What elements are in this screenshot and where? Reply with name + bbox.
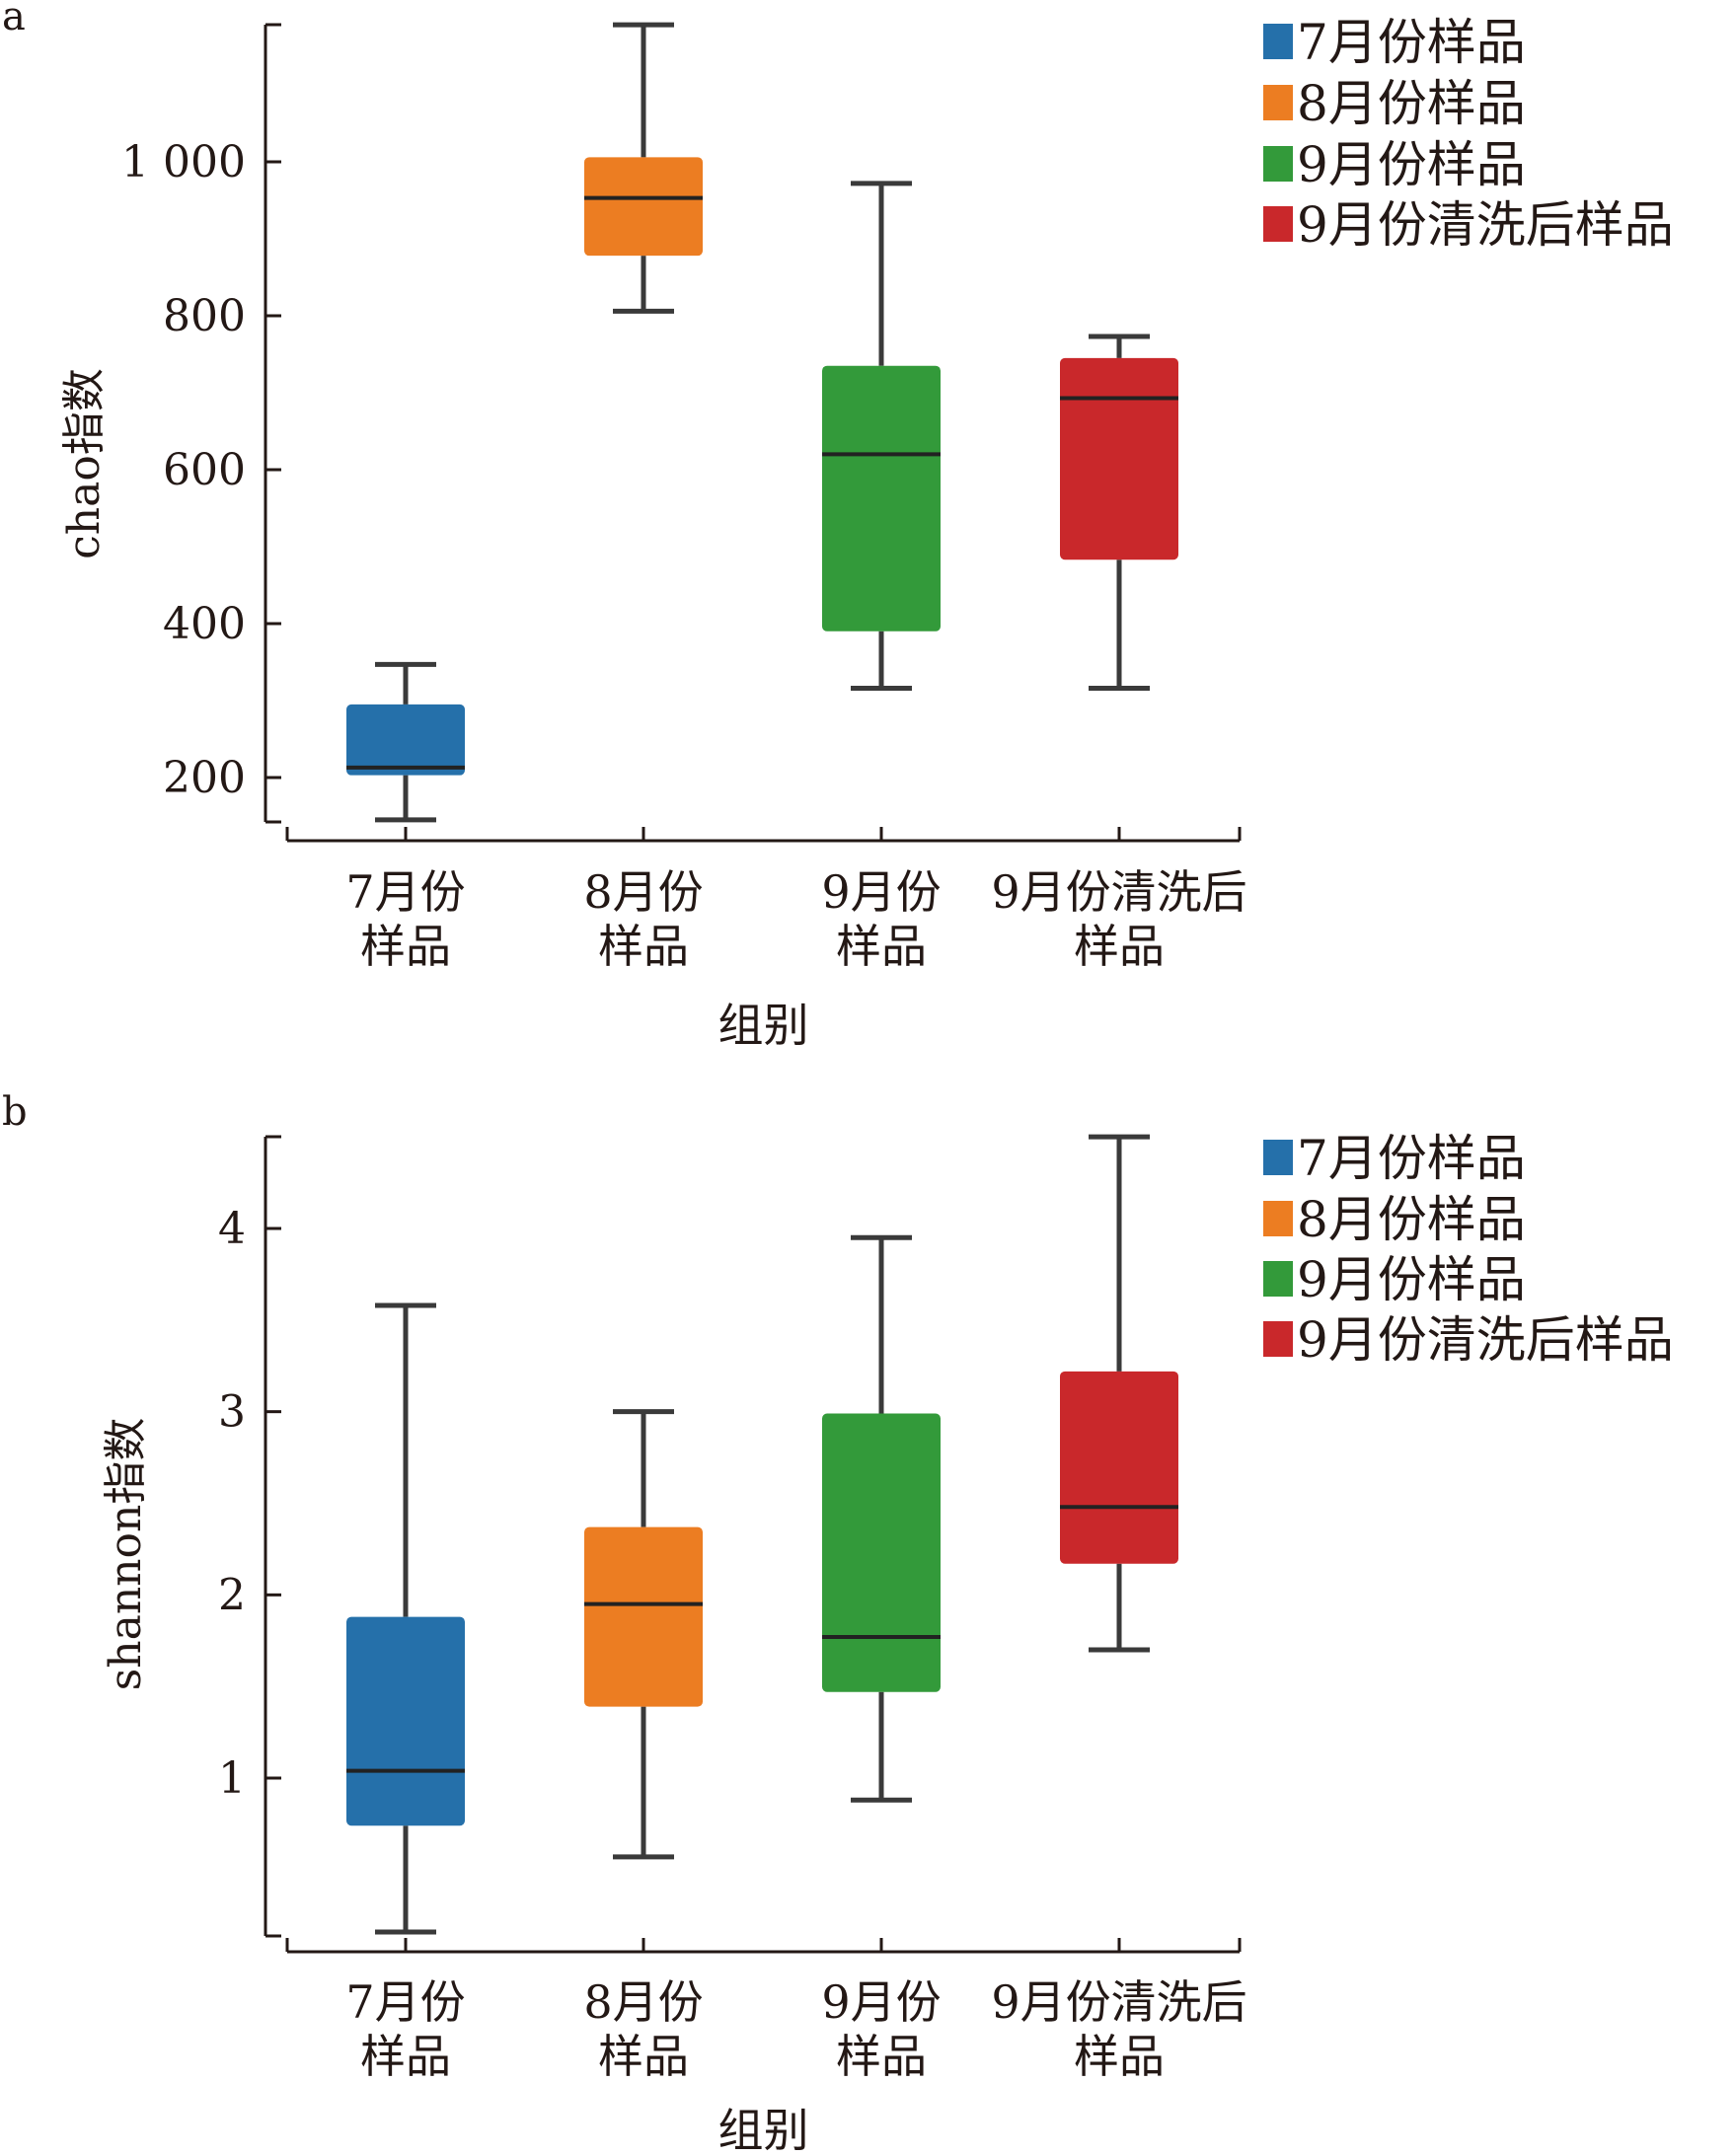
box-plot-3 [822,1234,941,1803]
legend-swatch [1263,206,1293,242]
legend-swatch [1263,24,1293,59]
box-plots [346,22,1178,823]
x-tick-label: 样品 [836,920,927,973]
panel-label: b [2,1089,28,1135]
box-plot-1 [346,661,465,823]
x-tick-label: 8月份 [583,1975,703,2029]
y-tick-label: 4 [218,1204,246,1254]
x-tick-label: 样品 [836,2030,927,2083]
legend-label: 9月份样品 [1297,1251,1526,1308]
y-tick-label: 400 [163,599,246,649]
box-plot-2 [584,1409,703,1860]
y-tick-label: 3 [218,1387,246,1438]
legend-label: 8月份样品 [1297,75,1526,132]
x-tick-label: 样品 [360,920,451,973]
legend-swatch [1263,85,1293,120]
x-axis-label: 组别 [718,999,809,1052]
y-tick-label: 2 [218,1570,246,1620]
box [822,1413,941,1692]
box-plot-3 [822,181,941,692]
legend-label: 7月份样品 [1297,14,1526,71]
y-axis-label: chao指数 [59,368,110,559]
legend-label: 9月份样品 [1297,136,1526,193]
box-plot-1 [346,1302,465,1935]
box [822,365,941,632]
legend-item: 8月份样品 [1263,1191,1526,1248]
box [1060,357,1178,560]
legend-label: 8月份样品 [1297,1191,1526,1248]
box-plot-4 [1060,1134,1178,1653]
x-tick-label: 样品 [1074,2030,1165,2083]
y-tick-label: 800 [163,291,246,341]
y-axis-label: shannon指数 [101,1418,151,1691]
y-tick-label: 200 [163,753,246,803]
legend-item: 8月份样品 [1263,75,1526,132]
x-tick-label: 样品 [360,2030,451,2083]
y-tick-label: 1 [218,1753,246,1804]
x-tick-label: 8月份 [583,865,703,919]
legend-item: 9月份样品 [1263,136,1526,193]
x-tick-label: 9月份清洗后 [991,1975,1246,2029]
legend-swatch [1263,1201,1293,1236]
legend-swatch [1263,146,1293,182]
box [584,157,703,257]
y-tick-label: 1 000 [121,137,246,187]
panel-label: a [2,0,26,39]
y-axis: 1 2 3 4 [218,1135,281,1938]
legend-swatch [1263,1140,1293,1175]
x-tick-label: 样品 [598,2030,689,2083]
box-plot-4 [1060,334,1178,692]
y-tick-label: 600 [163,445,246,495]
legend-swatch [1263,1321,1293,1357]
y-axis: 200 400 600 800 1 000 [121,23,281,824]
legend-item: 7月份样品 [1263,14,1526,71]
box [346,1616,465,1826]
x-tick-label: 样品 [1074,920,1165,973]
x-tick-label: 7月份 [345,865,465,919]
box-plots [346,1134,1178,1935]
x-tick-label: 9月份清洗后 [991,865,1246,919]
x-tick-label: 9月份 [821,865,941,919]
x-tick-label: 9月份 [821,1975,941,2029]
box [584,1526,703,1707]
x-tick-label: 样品 [598,920,689,973]
x-axis-label: 组别 [718,2104,809,2156]
box [346,704,465,776]
legend-label: 7月份样品 [1297,1130,1526,1187]
legend-item: 9月份样品 [1263,1251,1526,1308]
x-tick-label: 7月份 [345,1975,465,2029]
box-plot-2 [584,22,703,314]
legend-swatch [1263,1261,1293,1297]
legend-item: 9月份清洗后样品 [1263,196,1674,254]
legend-label: 9月份清洗后样品 [1297,1311,1674,1369]
legend-label: 9月份清洗后样品 [1297,196,1674,254]
legend-item: 7月份样品 [1263,1130,1526,1187]
legend-item: 9月份清洗后样品 [1263,1311,1674,1369]
box [1060,1371,1178,1564]
